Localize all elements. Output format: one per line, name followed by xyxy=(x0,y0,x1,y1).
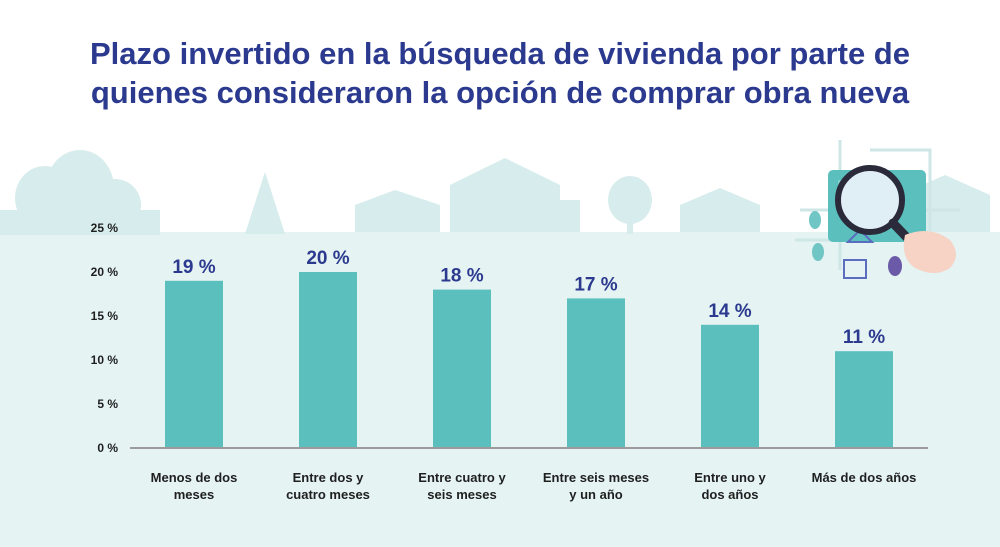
y-tick-label: 5 % xyxy=(97,397,118,411)
bar xyxy=(165,280,223,448)
x-category-label-line: Más de dos años xyxy=(811,470,917,485)
x-category-label: Entre cuatro y seis meses xyxy=(397,469,527,503)
x-category-label-line: Entre seis meses xyxy=(542,470,650,485)
x-category-label-line: Entre uno y xyxy=(694,470,766,485)
bar-value-label: 11 % xyxy=(843,327,885,348)
x-category-label-line: meses xyxy=(173,487,215,502)
y-tick-label: 10 % xyxy=(91,353,119,367)
x-category-label: Menos de dos meses xyxy=(129,469,259,503)
bars xyxy=(165,272,893,448)
x-category-label-line: Menos de dos xyxy=(150,470,238,485)
bar xyxy=(299,272,357,448)
bar xyxy=(701,324,759,448)
x-category-label-line: dos años xyxy=(701,487,759,502)
x-category-label-line: cuatro meses xyxy=(286,487,370,502)
chart-title: Plazo invertido en la búsqueda de vivien… xyxy=(0,34,1000,112)
bar-value-label: 19 % xyxy=(172,257,215,278)
x-category-label: Entre seis meses y un año xyxy=(531,469,661,503)
y-tick-label: 15 % xyxy=(91,309,119,323)
bar-value-label: 17 % xyxy=(574,274,617,295)
magnifying-glass-over-map-icon xyxy=(795,140,960,279)
y-axis-ticks: 0 % 5 % 10 % 15 % 20 % 25 % xyxy=(91,221,119,455)
x-category-label-line: Entre dos y xyxy=(292,470,364,485)
value-labels: 19 % 20 % 18 % 17 % 14 % 11 % xyxy=(172,248,885,348)
bar-value-label: 14 % xyxy=(708,301,751,322)
bar-chart: 0 %5 %10 %15 %20 %25 % 19 % 20 %18 % 17 %1… xyxy=(91,221,928,455)
bar-value-label: 18 % xyxy=(440,266,483,287)
bar-value-label: 20 % xyxy=(306,248,349,269)
bar xyxy=(835,351,893,448)
x-category-label: Entre dos y cuatro meses xyxy=(263,469,393,503)
x-category-label: Entre uno y dos años xyxy=(665,469,795,503)
y-tick-label: 0 % xyxy=(97,441,118,455)
x-category-label-line: seis meses xyxy=(427,487,497,502)
chart-title-line-1: Plazo invertido en la búsqueda de vivien… xyxy=(90,36,910,71)
chart-title-line-2: quienes consideraron la opción de compra… xyxy=(90,75,910,110)
x-category-label: Más de dos años xyxy=(799,469,929,486)
bar xyxy=(567,298,625,448)
x-category-label-line: y un año xyxy=(569,487,623,502)
x-category-label-line: Entre cuatro y xyxy=(418,470,506,485)
bar xyxy=(433,289,491,448)
y-tick-label: 20 % xyxy=(91,265,119,279)
y-tick-label: 25 % xyxy=(91,221,119,235)
